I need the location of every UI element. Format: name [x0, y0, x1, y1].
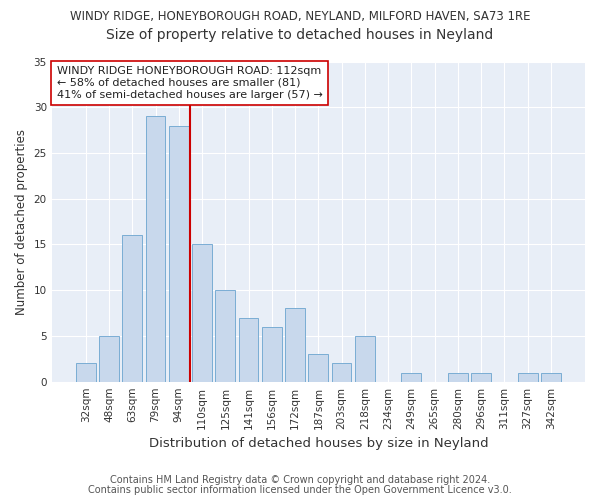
Bar: [401, 372, 421, 382]
Bar: [76, 364, 95, 382]
Bar: [355, 336, 375, 382]
Y-axis label: Number of detached properties: Number of detached properties: [15, 128, 28, 314]
X-axis label: Distribution of detached houses by size in Neyland: Distribution of detached houses by size …: [149, 437, 488, 450]
Bar: [285, 308, 305, 382]
Text: Size of property relative to detached houses in Neyland: Size of property relative to detached ho…: [106, 28, 494, 42]
Bar: [169, 126, 188, 382]
Bar: [122, 236, 142, 382]
Bar: [471, 372, 491, 382]
Bar: [332, 364, 352, 382]
Bar: [541, 372, 561, 382]
Bar: [262, 327, 282, 382]
Text: Contains public sector information licensed under the Open Government Licence v3: Contains public sector information licen…: [88, 485, 512, 495]
Bar: [448, 372, 468, 382]
Bar: [239, 318, 259, 382]
Text: WINDY RIDGE HONEYBOROUGH ROAD: 112sqm
← 58% of detached houses are smaller (81)
: WINDY RIDGE HONEYBOROUGH ROAD: 112sqm ← …: [57, 66, 323, 100]
Text: WINDY RIDGE, HONEYBOROUGH ROAD, NEYLAND, MILFORD HAVEN, SA73 1RE: WINDY RIDGE, HONEYBOROUGH ROAD, NEYLAND,…: [70, 10, 530, 23]
Bar: [308, 354, 328, 382]
Text: Contains HM Land Registry data © Crown copyright and database right 2024.: Contains HM Land Registry data © Crown c…: [110, 475, 490, 485]
Bar: [518, 372, 538, 382]
Bar: [192, 244, 212, 382]
Bar: [146, 116, 166, 382]
Bar: [99, 336, 119, 382]
Bar: [215, 290, 235, 382]
